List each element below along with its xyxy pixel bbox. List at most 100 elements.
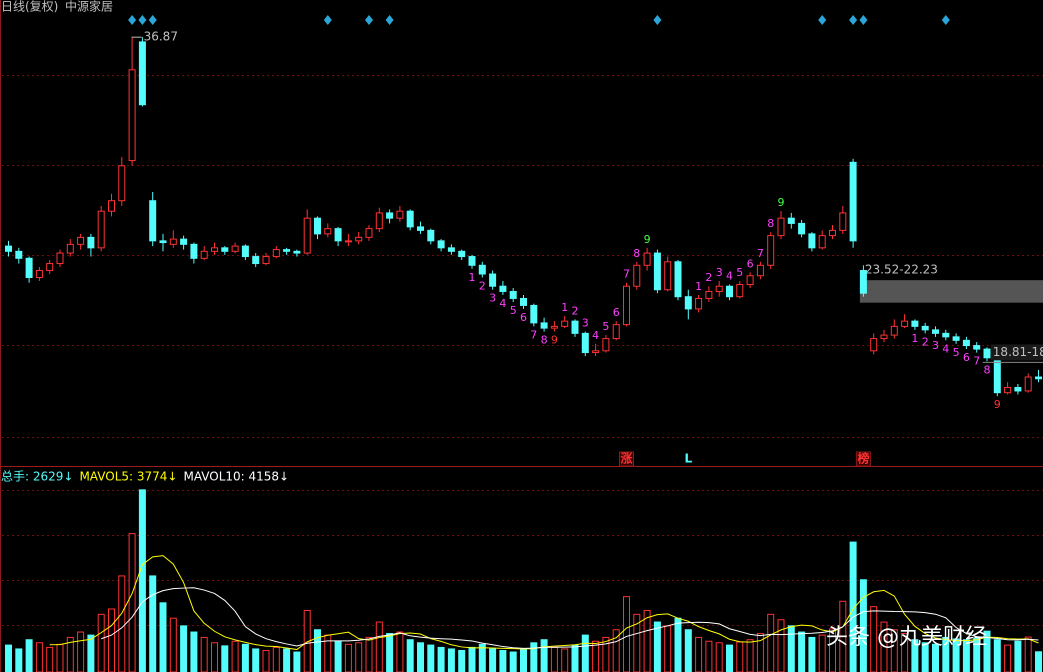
event-label: 榜 — [857, 451, 869, 466]
setup-count: 4 — [592, 329, 599, 342]
candle-body — [1004, 386, 1012, 394]
candle-body — [798, 222, 806, 235]
candle-body — [932, 329, 939, 334]
candle-body — [437, 240, 445, 249]
volume-bar — [221, 645, 229, 672]
candle-body — [334, 228, 342, 242]
candle-body — [530, 304, 538, 324]
candle-body — [705, 290, 713, 299]
candle-body — [190, 243, 198, 259]
candle-body — [839, 212, 847, 231]
setup-count: 6 — [520, 311, 527, 324]
setup-count: 1 — [695, 280, 702, 293]
candle-body — [715, 285, 723, 292]
volume-bar — [870, 606, 878, 672]
candle-body — [46, 263, 54, 272]
signal-diamond — [138, 15, 147, 25]
candle-body — [653, 252, 661, 291]
volume-bar — [35, 642, 43, 672]
signal-diamond — [148, 15, 157, 25]
candle-body — [489, 273, 497, 287]
volume-bar — [571, 644, 579, 672]
volume-bar — [293, 651, 301, 672]
volume-legend: 总手: 2629↓ — [1, 470, 73, 484]
candle-body — [756, 264, 764, 277]
candle-body — [849, 161, 857, 242]
candle-body — [25, 257, 33, 279]
volume-bar — [468, 646, 476, 672]
candle-body — [108, 200, 115, 212]
volume-bar — [726, 644, 733, 672]
level-label: 18.81-18 — [993, 345, 1043, 359]
volume-bar — [77, 631, 85, 672]
volume-legend: MAVOL5: 3774↓ — [79, 470, 177, 484]
setup-count: 1 — [911, 332, 918, 345]
candle-body — [983, 348, 991, 359]
candle-body — [921, 325, 929, 331]
setup-count: 7 — [623, 268, 630, 281]
candle-body — [417, 226, 424, 231]
volume-bar — [993, 639, 1001, 672]
candle-body — [355, 236, 363, 242]
candle-body — [314, 217, 321, 235]
setup-count: 2 — [479, 280, 486, 293]
candle-body — [252, 256, 260, 265]
volume-bar — [530, 642, 538, 672]
candle-body — [56, 252, 64, 265]
setup-count: 2 — [572, 304, 579, 317]
setup-count: 8 — [541, 334, 548, 347]
volume-bar — [262, 649, 270, 672]
volume-bar — [159, 602, 167, 672]
volume-bar — [499, 649, 507, 672]
setup-count: 7 — [530, 328, 537, 341]
setup-count: 5 — [602, 320, 609, 333]
volume-bar — [1004, 644, 1012, 672]
candle-body — [962, 339, 970, 347]
volume-bar — [97, 613, 105, 672]
event-label: 涨 — [620, 451, 632, 466]
candle-body — [458, 250, 466, 258]
volume-bar — [623, 596, 630, 672]
candle-body — [592, 350, 600, 354]
candle-body — [818, 235, 826, 249]
candle-body — [633, 264, 641, 287]
event-label: L — [684, 452, 692, 466]
candle-body — [870, 338, 878, 352]
event-box — [619, 451, 634, 467]
volume-bar — [787, 625, 795, 672]
signal-diamond — [128, 15, 137, 25]
volume-bar — [190, 631, 198, 672]
candle-body — [1014, 386, 1022, 392]
candle-body — [787, 217, 795, 224]
candle-body — [118, 165, 126, 202]
candle-body — [952, 336, 960, 341]
candle-body — [777, 217, 785, 237]
candle-body — [406, 210, 414, 228]
candle-body — [859, 270, 867, 294]
signal-diamond — [323, 15, 332, 25]
volume-bar — [427, 644, 435, 672]
setup-count: 8 — [984, 363, 991, 376]
candle-body — [623, 285, 630, 326]
candle-body — [468, 256, 476, 266]
candle-body — [386, 212, 394, 219]
volume-bar — [818, 634, 826, 672]
volume-bar — [334, 640, 342, 672]
setup-count: 1 — [561, 301, 568, 314]
candle-body — [283, 249, 291, 252]
volume-bar — [283, 648, 291, 672]
candle-body — [293, 250, 301, 254]
volume-bar — [705, 640, 713, 672]
volume-bar — [550, 646, 558, 672]
volume-bar — [417, 642, 424, 672]
volume-bar — [509, 651, 517, 672]
setup-count: 4 — [726, 269, 733, 282]
volume-bar — [437, 646, 445, 672]
candle-body — [231, 245, 239, 252]
candle-body — [303, 217, 311, 254]
volume-bar — [355, 642, 363, 672]
volume-bar — [314, 629, 321, 672]
setup-count: 2 — [922, 335, 929, 348]
signal-diamond — [653, 15, 662, 25]
candle-body — [1035, 376, 1042, 380]
